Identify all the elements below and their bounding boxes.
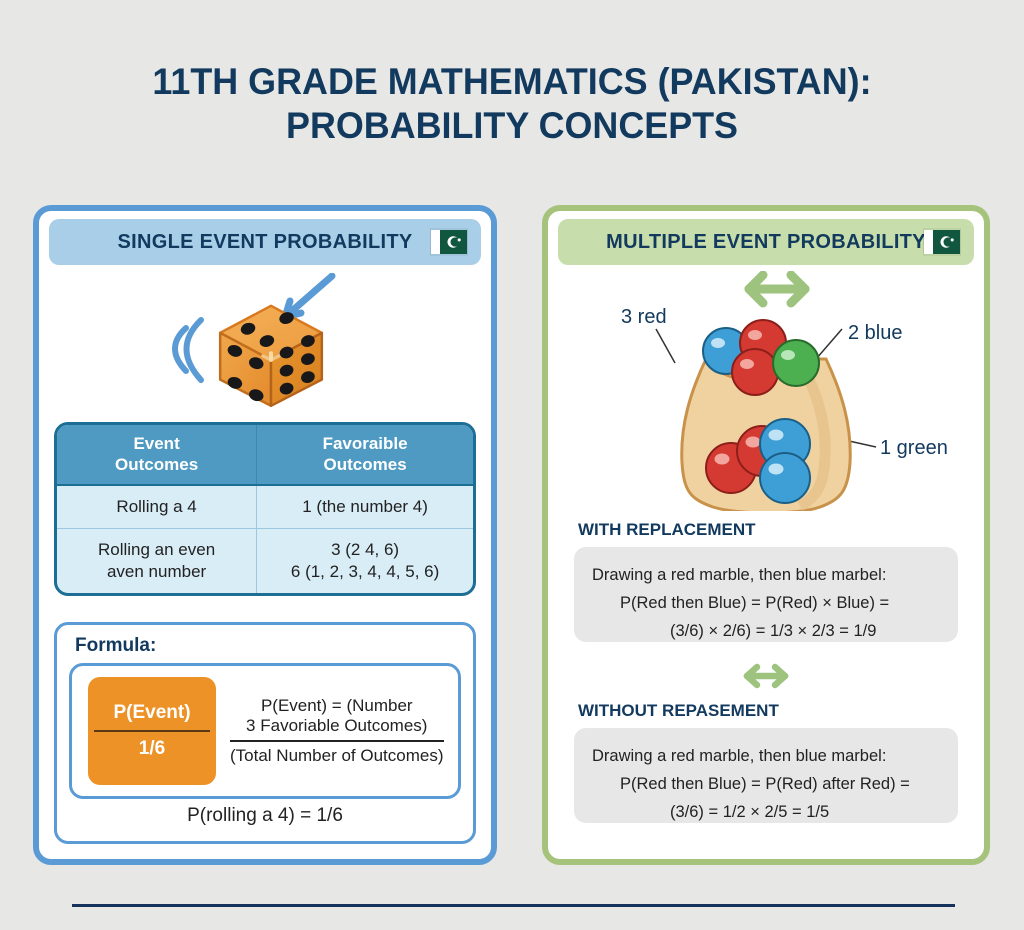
svg-text:3 red: 3 red [621, 306, 667, 328]
svg-text:1 green: 1 green [880, 437, 948, 459]
svg-text:2 blue: 2 blue [848, 322, 903, 344]
